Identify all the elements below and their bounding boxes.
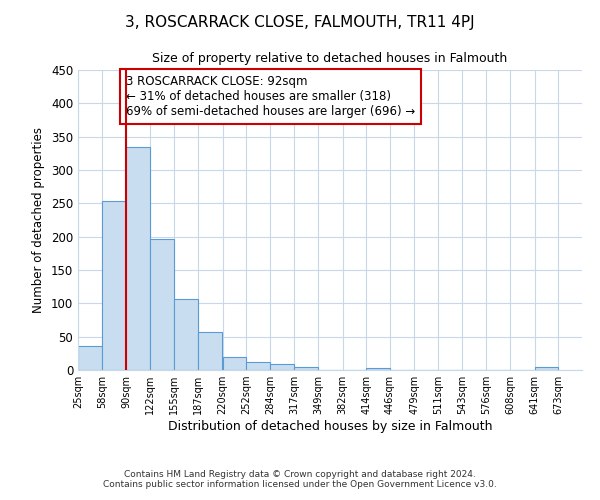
Title: Size of property relative to detached houses in Falmouth: Size of property relative to detached ho… <box>152 52 508 64</box>
Bar <box>295 366 318 370</box>
Text: Contains HM Land Registry data © Crown copyright and database right 2024.
Contai: Contains HM Land Registry data © Crown c… <box>103 470 497 489</box>
X-axis label: Distribution of detached houses by size in Falmouth: Distribution of detached houses by size … <box>168 420 492 433</box>
Text: 3, ROSCARRACK CLOSE, FALMOUTH, TR11 4PJ: 3, ROSCARRACK CLOSE, FALMOUTH, TR11 4PJ <box>125 15 475 30</box>
Bar <box>198 332 222 370</box>
Bar <box>535 366 558 370</box>
Bar <box>126 146 150 370</box>
Y-axis label: Number of detached properties: Number of detached properties <box>32 127 46 313</box>
Bar <box>246 362 270 370</box>
Bar <box>175 300 198 370</box>
Bar <box>223 356 246 370</box>
Text: 3 ROSCARRACK CLOSE: 92sqm
← 31% of detached houses are smaller (318)
69% of semi: 3 ROSCARRACK CLOSE: 92sqm ← 31% of detac… <box>126 76 415 118</box>
Bar <box>78 346 102 370</box>
Bar <box>367 368 390 370</box>
Bar <box>150 238 173 370</box>
Bar <box>103 200 126 370</box>
Bar <box>270 364 293 370</box>
